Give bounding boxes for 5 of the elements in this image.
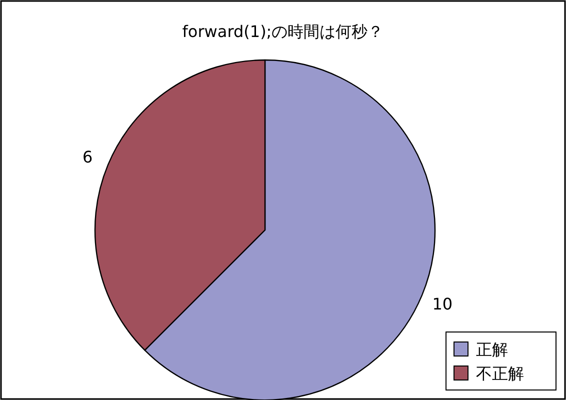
data-label: 6 — [82, 148, 93, 167]
legend-label: 不正解 — [476, 364, 524, 383]
legend-label: 正解 — [476, 340, 508, 359]
data-label: 10 — [432, 294, 453, 314]
chart-title: forward(1);の時間は何秒？ — [182, 22, 384, 41]
